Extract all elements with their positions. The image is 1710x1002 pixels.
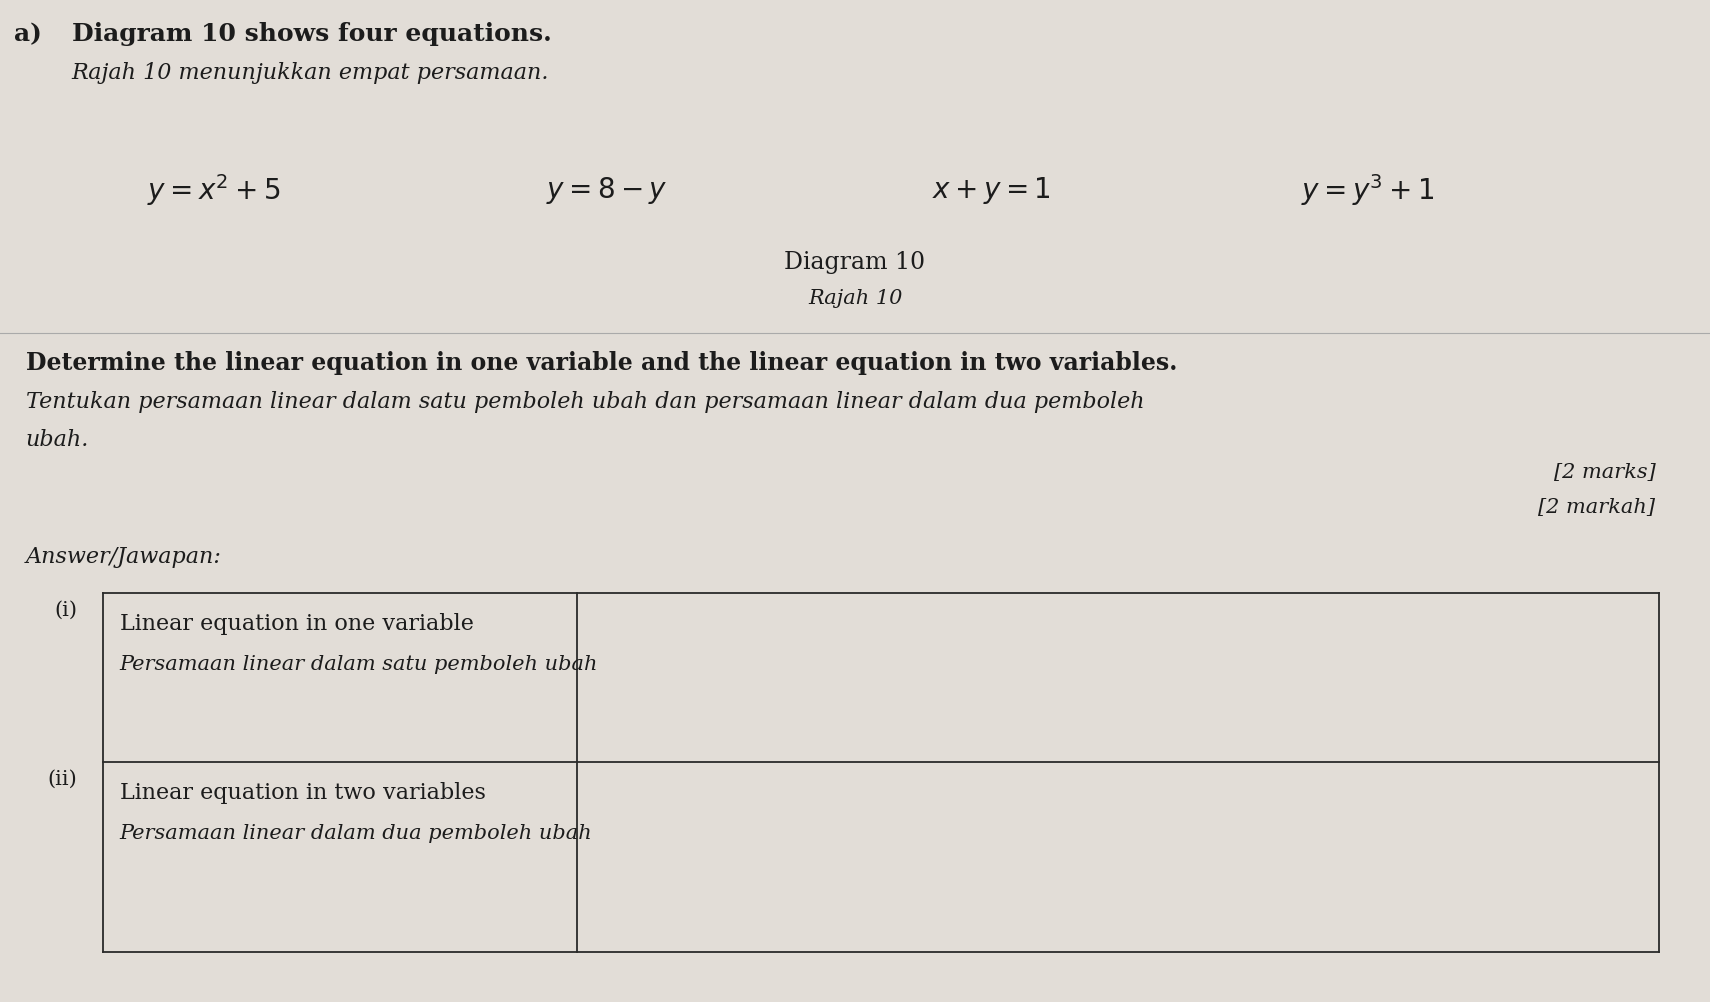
Text: Linear equation in one variable: Linear equation in one variable [120,613,474,635]
Text: (ii): (ii) [48,770,77,789]
Text: $y = y^3 + 1$: $y = y^3 + 1$ [1301,172,1435,208]
Text: $x + y = 1$: $x + y = 1$ [932,175,1052,205]
Text: Rajah 10: Rajah 10 [807,289,903,308]
Text: a): a) [14,22,41,46]
Text: ubah.: ubah. [26,429,89,451]
Text: (i): (i) [55,601,77,620]
Text: Diagram 10 shows four equations.: Diagram 10 shows four equations. [72,22,552,46]
Text: Answer/Jawapan:: Answer/Jawapan: [26,546,222,568]
Text: $y = 8 - y$: $y = 8 - y$ [545,175,669,205]
Text: Tentukan persamaan linear dalam satu pemboleh ubah dan persamaan linear dalam du: Tentukan persamaan linear dalam satu pem… [26,391,1144,413]
Text: $y = x^2 + 5$: $y = x^2 + 5$ [147,172,280,208]
Text: Linear equation in two variables: Linear equation in two variables [120,782,486,804]
Text: Determine the linear equation in one variable and the linear equation in two var: Determine the linear equation in one var… [26,351,1176,375]
Text: Persamaan linear dalam satu pemboleh ubah: Persamaan linear dalam satu pemboleh uba… [120,655,598,674]
Text: [2 markah]: [2 markah] [1539,498,1655,517]
Text: Rajah 10 menunjukkan empat persamaan.: Rajah 10 menunjukkan empat persamaan. [72,62,549,84]
Text: Diagram 10: Diagram 10 [785,250,925,274]
Text: [2 marks]: [2 marks] [1553,463,1655,482]
Text: Persamaan linear dalam dua pemboleh ubah: Persamaan linear dalam dua pemboleh ubah [120,824,592,843]
